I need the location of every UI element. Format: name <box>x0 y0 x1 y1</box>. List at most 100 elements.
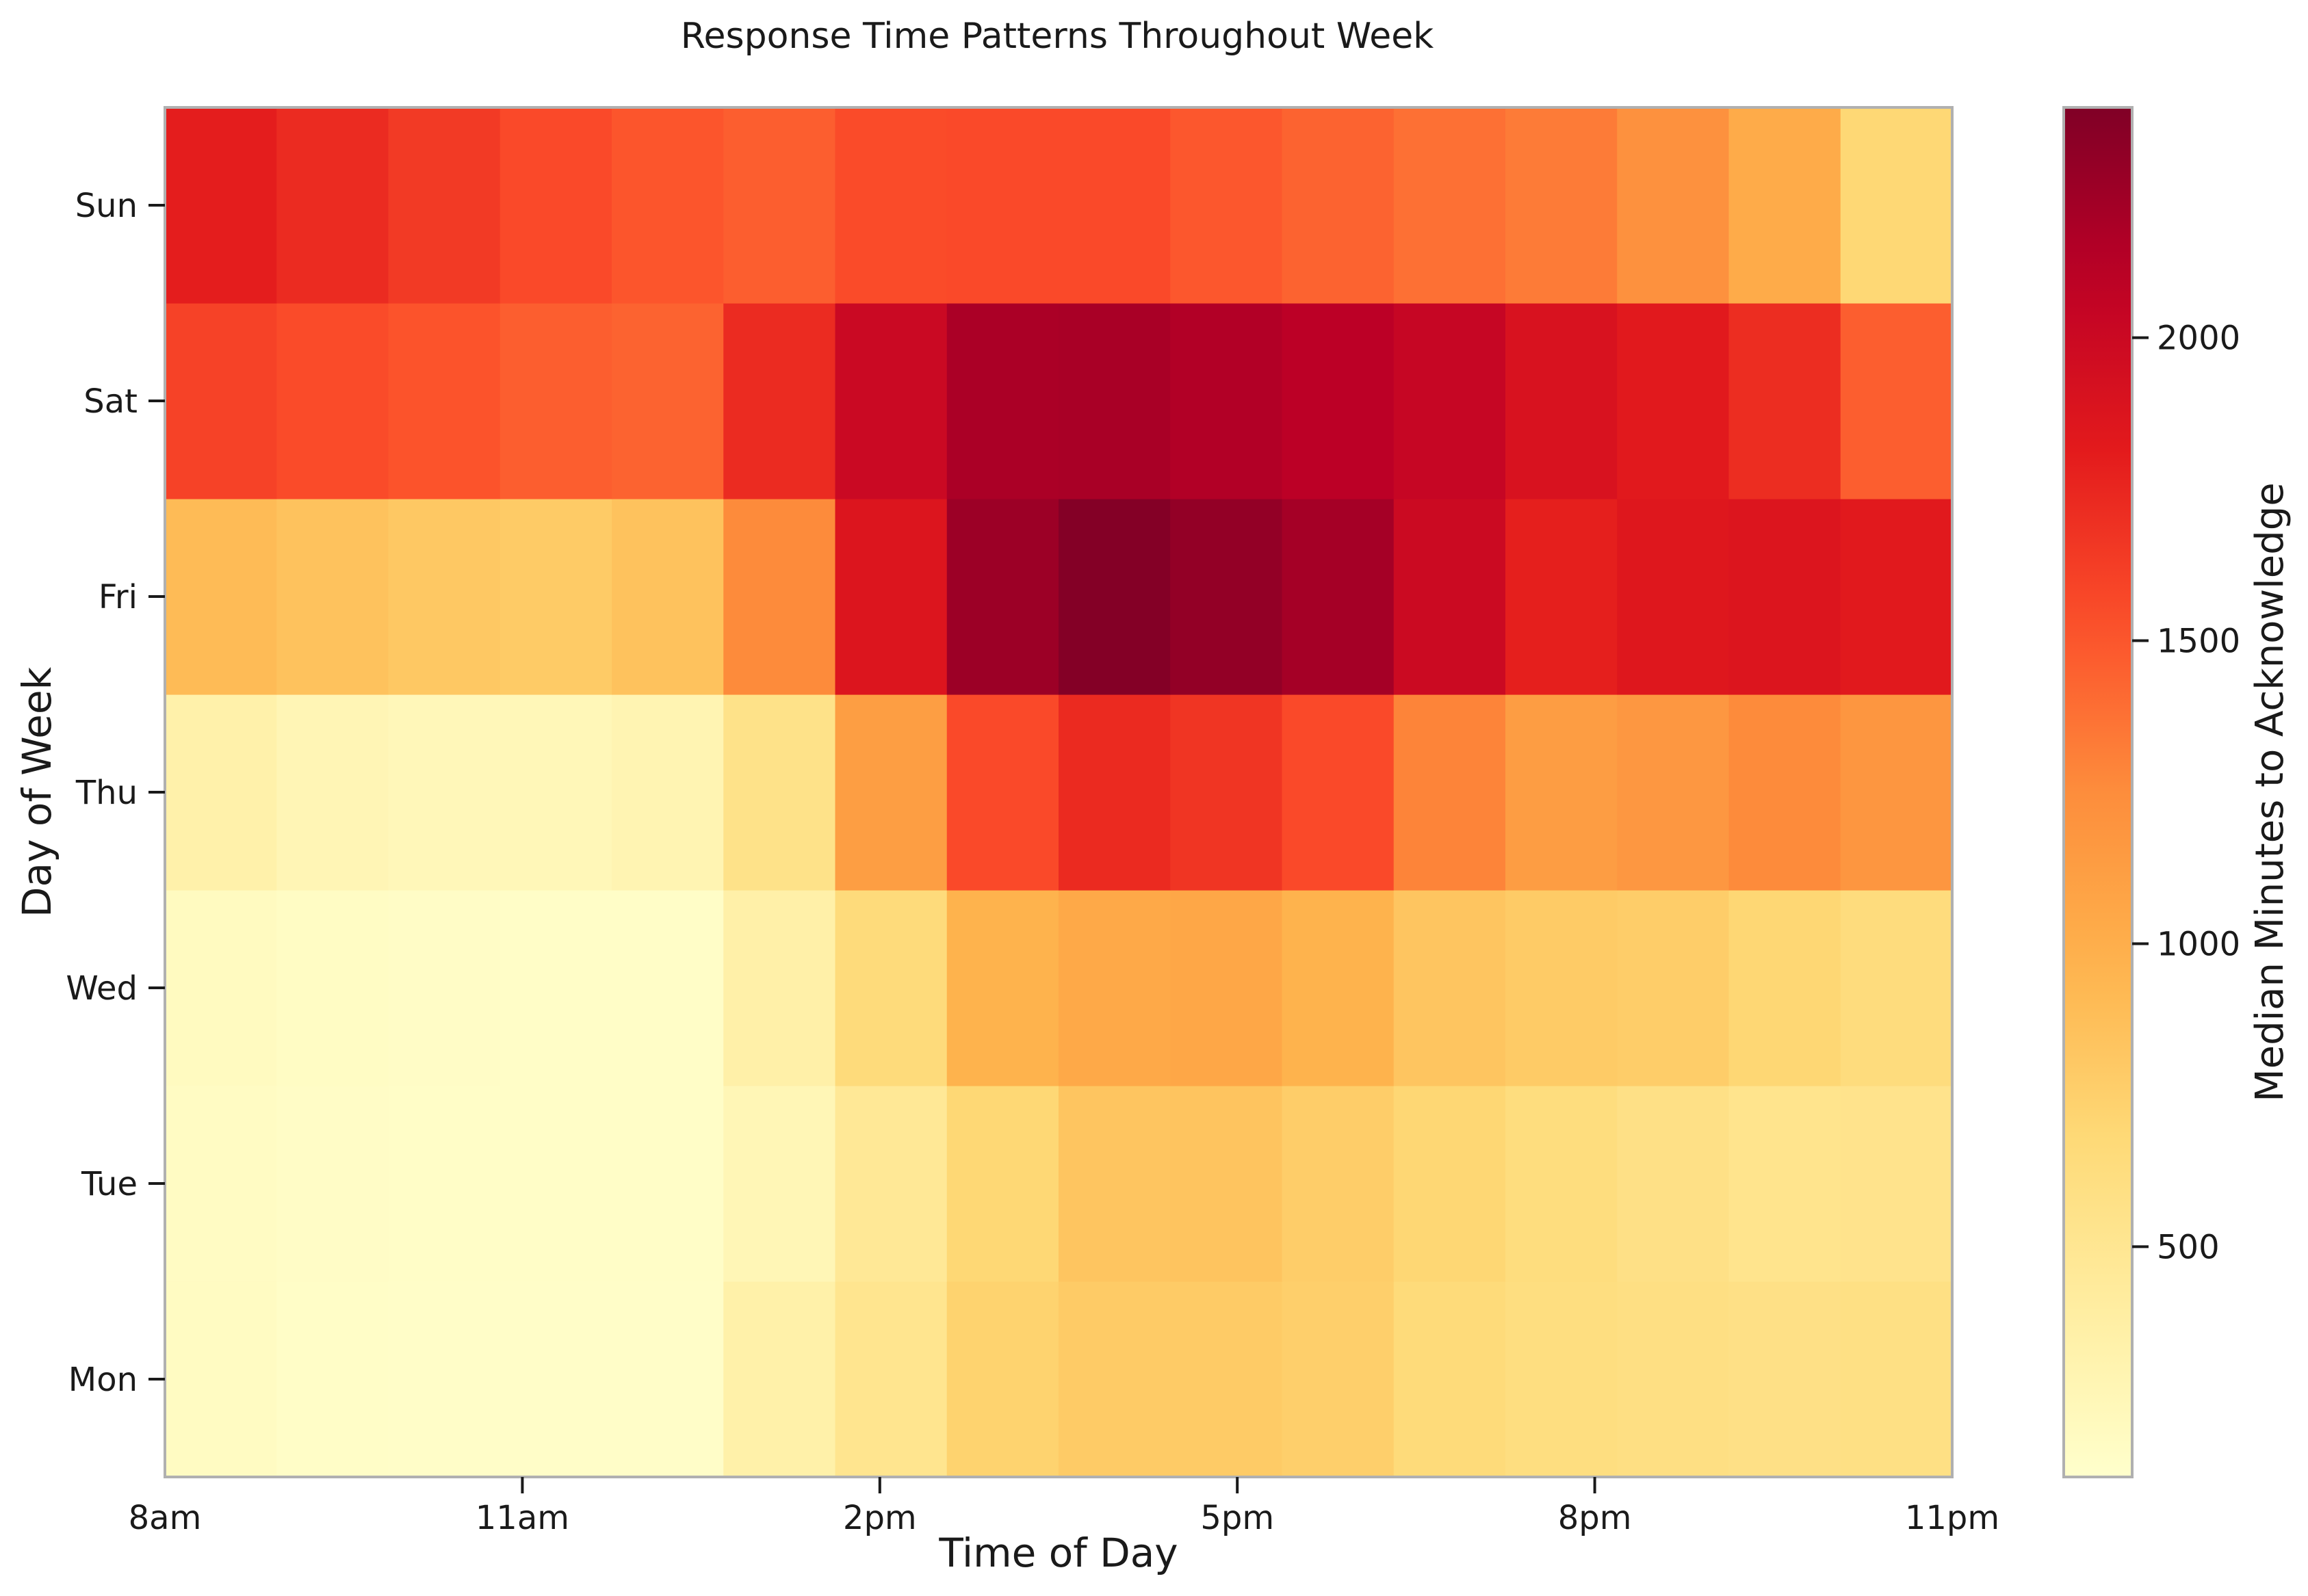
heatmap-cell <box>1728 1086 1841 1282</box>
heatmap-cell <box>165 107 277 304</box>
heatmap-cell <box>1505 303 1618 499</box>
heatmap-cell <box>500 890 612 1086</box>
heatmap-cell <box>946 1281 1059 1478</box>
heatmap-cell <box>276 303 389 499</box>
heatmap-cell <box>1505 890 1618 1086</box>
y-tick-label: Thu <box>75 774 138 812</box>
y-tick-label: Sun <box>75 187 138 225</box>
x-tick-label: 11am <box>476 1499 569 1537</box>
heatmap-cell <box>612 694 724 891</box>
heatmap-cell <box>1170 694 1283 891</box>
heatmap-cell <box>1282 107 1395 304</box>
heatmap-cell <box>388 499 501 695</box>
heatmap-cell <box>165 1281 277 1478</box>
heatmap-cell <box>1393 890 1506 1086</box>
x-tick-label: 8am <box>129 1499 202 1537</box>
heatmap-cell <box>1170 1086 1283 1282</box>
heatmap-cell <box>500 1281 612 1478</box>
heatmap-cell <box>835 303 948 499</box>
heatmap-cell <box>1840 694 1953 891</box>
heatmap-cell <box>1282 499 1395 695</box>
heatmap-cell <box>1505 694 1618 891</box>
heatmap-cell <box>612 107 724 304</box>
heatmap-cell <box>835 694 948 891</box>
heatmap-cell <box>1617 303 1730 499</box>
heatmap-cell <box>1617 499 1730 695</box>
heatmap-cell <box>1840 107 1953 304</box>
heatmap-cell <box>1393 1281 1506 1478</box>
heatmap-cell <box>1059 694 1171 891</box>
heatmap-cell <box>946 107 1059 304</box>
heatmap-cell <box>165 694 277 891</box>
heatmap-cell <box>1059 1086 1171 1282</box>
heatmap-cell <box>723 107 836 304</box>
heatmap-cell <box>946 890 1059 1086</box>
y-tick-label: Sat <box>83 382 138 421</box>
x-axis-label: Time of Day <box>938 1530 1178 1576</box>
heatmap-cell <box>1840 499 1953 695</box>
heatmap-cell <box>1617 107 1730 304</box>
heatmap-cell <box>1282 694 1395 891</box>
colorbar-label: Median Minutes to Acknowledge <box>2248 482 2292 1101</box>
x-axis-ticks: 8am 11am 2pm 5pm 8pm 11pm <box>129 1477 1999 1537</box>
heatmap-cell <box>165 890 277 1086</box>
x-tick-label: 2pm <box>843 1499 917 1537</box>
colorbar <box>2062 106 2134 1478</box>
colorbar-ticks: 500 1000 1500 2000 <box>2132 319 2240 1266</box>
y-tick-label: Fri <box>99 578 138 616</box>
heatmap-cell <box>500 303 612 499</box>
heatmap-cell <box>1505 1281 1618 1478</box>
heatmap-cell <box>1170 303 1283 499</box>
heatmap-cell <box>276 499 389 695</box>
heatmap-cell <box>1840 890 1953 1086</box>
y-tick-label: Mon <box>68 1361 138 1399</box>
x-tick-label: 5pm <box>1200 1499 1274 1537</box>
x-tick-label: 11pm <box>1905 1499 1999 1537</box>
heatmap-cell <box>388 107 501 304</box>
heatmap-cell <box>165 499 277 695</box>
heatmap-cell <box>276 890 389 1086</box>
heatmap-cell <box>1059 890 1171 1086</box>
heatmap-cell <box>500 694 612 891</box>
colorbar-tick-label: 1000 <box>2157 925 2240 963</box>
heatmap-cell <box>835 499 948 695</box>
chart-title: Response Time Patterns Throughout Week <box>681 16 1434 57</box>
heatmap-cell <box>1617 694 1730 891</box>
heatmap-cell <box>165 1086 277 1282</box>
heatmap-cell <box>1282 303 1395 499</box>
heatmap-cell <box>723 303 836 499</box>
heatmap-cell <box>1728 303 1841 499</box>
heatmap-cell <box>1393 499 1506 695</box>
colorbar-tick-label: 1500 <box>2157 623 2240 661</box>
y-tick-label: Wed <box>66 969 138 1008</box>
x-tick-label: 8pm <box>1558 1499 1632 1537</box>
heatmap-cell <box>1840 1281 1953 1478</box>
heatmap-cell <box>1059 499 1171 695</box>
heatmap-cell <box>276 1281 389 1478</box>
heatmap-cell <box>500 1086 612 1282</box>
heatmap-cell <box>612 303 724 499</box>
heatmap-cell <box>1505 107 1618 304</box>
heatmap-cell <box>1728 499 1841 695</box>
heatmap-cell <box>1505 499 1618 695</box>
heatmap-cell <box>388 1086 501 1282</box>
heatmap-cell <box>1393 1086 1506 1282</box>
heatmap-cell <box>1393 303 1506 499</box>
heatmap-cell <box>1282 1086 1395 1282</box>
heatmap-cell <box>1728 890 1841 1086</box>
heatmap-cell <box>1170 499 1283 695</box>
heatmap-cell <box>723 890 836 1086</box>
heatmap-cell <box>388 303 501 499</box>
heatmap-cell <box>946 303 1059 499</box>
heatmap-cell <box>276 1086 389 1282</box>
heatmap-cell <box>835 1086 948 1282</box>
y-tick-label: Tue <box>81 1165 138 1203</box>
heatmap-cell <box>1840 1086 1953 1282</box>
heatmap-cell <box>1170 1281 1283 1478</box>
heatmap-cell <box>723 1086 836 1282</box>
heatmap-cell <box>612 499 724 695</box>
heatmap-cell <box>1728 694 1841 891</box>
heatmap-cell <box>500 499 612 695</box>
heatmap-cell <box>723 499 836 695</box>
